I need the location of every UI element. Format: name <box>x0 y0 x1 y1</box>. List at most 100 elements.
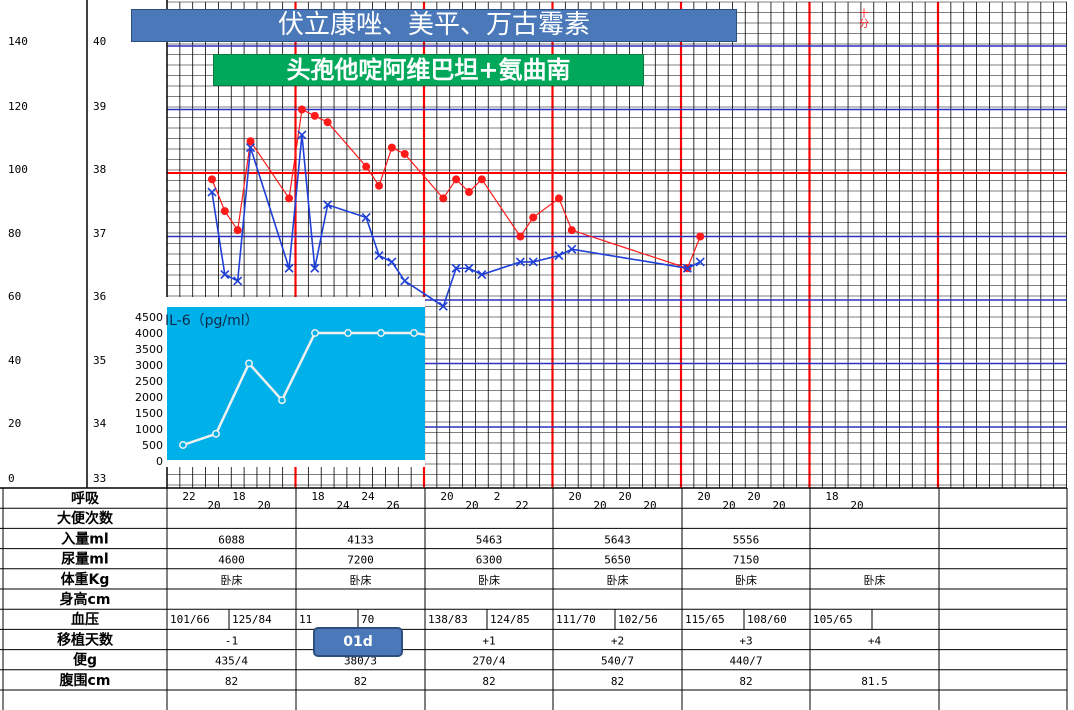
pulse-point <box>515 257 525 267</box>
temperature-point <box>297 105 306 114</box>
weight-value: 卧床 <box>350 573 372 587</box>
resp-value: 22 <box>182 490 195 503</box>
il6-point <box>278 396 286 405</box>
pulse-point <box>233 276 243 286</box>
row-label-days: 移植天数 <box>57 631 114 648</box>
temp-tick-label: 38 <box>93 163 106 176</box>
row-label-stool_count: 大便次数 <box>57 510 114 527</box>
il6-inset-chart: 4500 4000 3500 3000 2500 2000 1500 1000 500 0 IL-6… <box>135 297 425 467</box>
il6-point <box>311 329 319 337</box>
resp-value: 20 <box>593 499 606 512</box>
il6-tick-label: 2000 <box>135 391 163 404</box>
row-label-bp: 血压 <box>71 611 99 628</box>
temperature-line <box>211 108 701 269</box>
resp-value: 20 <box>257 499 270 512</box>
temperature-point <box>477 175 486 184</box>
bp-value: 111/70 <box>556 613 596 626</box>
row-label-intake: 入量ml <box>61 531 108 547</box>
temperature-point <box>696 232 705 241</box>
annotation-text: 十分 <box>857 7 869 29</box>
intake-value: 6088 <box>218 533 245 546</box>
pulse-tick-label: 100 <box>8 163 28 176</box>
row-label-resp: 呼吸 <box>71 490 100 507</box>
temperature-point <box>220 207 229 216</box>
resp-value: 20 <box>772 499 785 512</box>
pulse-point <box>361 212 371 223</box>
pulse-point <box>695 257 705 267</box>
urine-value: 6300 <box>476 554 503 567</box>
pulse-tick-label: 120 <box>8 100 28 113</box>
resp-value: 20 <box>722 499 735 512</box>
waist-value: 81.5 <box>861 675 888 688</box>
temperature-point <box>375 181 384 190</box>
urine-value: 5650 <box>604 554 631 567</box>
days-value: -1 <box>225 634 238 647</box>
row-label-weight: 体重Kg <box>61 571 110 588</box>
stool-value: 270/4 <box>472 655 505 668</box>
il6-tick-label: 3500 <box>135 343 163 356</box>
temp-tick-label: 33 <box>93 472 106 485</box>
il6-title: IL-6（pg/ml） <box>165 313 259 329</box>
weight-value: 卧床 <box>735 573 757 587</box>
resp-value: 20 <box>850 499 863 512</box>
il6-tick-label: 500 <box>142 439 163 452</box>
drug-banner-2: 头孢他啶阿维巴坦+氨曲南 <box>213 54 644 86</box>
pulse-point <box>387 257 397 267</box>
weight-value: 卧床 <box>864 573 886 587</box>
resp-value: 20 <box>440 490 453 503</box>
il6-point <box>377 329 385 337</box>
pulse-point <box>438 301 448 311</box>
il6-tick-label: 1000 <box>135 423 163 436</box>
day-badge: 01d <box>313 627 403 657</box>
temp-tick-label: 40 <box>93 35 106 48</box>
intake-value: 4133 <box>347 533 374 546</box>
il6-tick-label: 3000 <box>135 359 163 372</box>
temperature-point <box>452 175 461 184</box>
resp-value: 24 <box>336 499 350 512</box>
intake-value: 5556 <box>733 533 760 546</box>
temperature-point <box>554 194 563 203</box>
bp-value: 108/60 <box>747 613 787 626</box>
resp-value: 2 <box>494 490 501 503</box>
resp-value: 20 <box>465 499 478 512</box>
il6-tick-label: 2500 <box>135 375 163 388</box>
il6-point <box>410 329 418 337</box>
pulse-point <box>567 244 577 254</box>
row-label-height: 身高cm <box>60 591 111 608</box>
il6-point <box>212 429 220 438</box>
temperature-point <box>285 194 294 203</box>
days-value: +2 <box>611 634 624 647</box>
temperature-point <box>567 226 576 235</box>
temperature-point <box>464 188 473 197</box>
temp-tick-label: 39 <box>93 100 106 113</box>
pulse-point <box>464 263 474 273</box>
il6-tick-label: 0 <box>156 455 163 467</box>
pulse-point <box>284 263 294 273</box>
il6-tick-label: 4000 <box>135 327 163 340</box>
waist-value: 82 <box>225 675 238 688</box>
chart-axes: 140 120 100 80 60 40 20 0 40 39 38 37 36 35 34 33 <box>8 35 107 485</box>
bp-value: 124/85 <box>490 613 530 626</box>
weight-value: 卧床 <box>607 573 629 587</box>
pulse-point <box>374 250 384 261</box>
urine-value: 7150 <box>733 554 760 567</box>
row-label-waist: 腹围cm <box>60 672 111 689</box>
bp-value: 70 <box>361 613 374 626</box>
temperature-point <box>529 213 538 222</box>
il6-point <box>344 329 352 337</box>
urine-value: 4600 <box>218 554 245 567</box>
temperature-point <box>400 149 409 158</box>
il6-point <box>179 441 187 449</box>
row-label-urine: 尿量ml <box>61 552 108 568</box>
resp-value: 20 <box>643 499 656 512</box>
il6-point <box>245 359 253 368</box>
il6-tick-label: 4500 <box>135 311 163 324</box>
waist-value: 82 <box>482 675 495 688</box>
pulse-point <box>400 276 410 286</box>
intake-value: 5463 <box>476 533 503 546</box>
urine-value: 7200 <box>347 554 374 567</box>
pulse-tick-label: 80 <box>8 227 21 240</box>
weight-value: 卧床 <box>221 573 243 587</box>
bp-value: 105/65 <box>813 613 853 626</box>
pulse-point <box>528 257 538 267</box>
